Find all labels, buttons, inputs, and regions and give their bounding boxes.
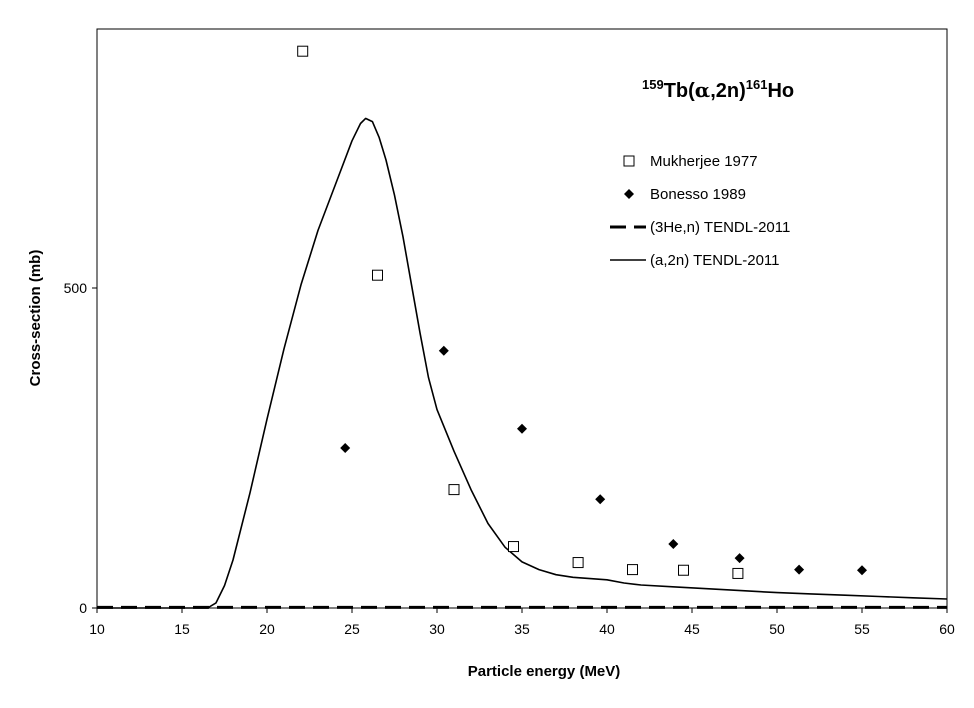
x-tick-label: 55 [854,621,870,637]
legend-item-3he-n-tendl-2011: (3He,n) TENDL-2011 [610,219,790,236]
data-point [668,539,679,549]
data-point [595,494,606,505]
x-axis-title: Particle energy (MeV) [468,663,621,680]
x-tick-label: 30 [429,621,445,637]
data-point [517,423,527,434]
data-point [794,564,805,575]
title-product-symbol: Ho [767,80,794,102]
y-axis: 0 500 [64,280,97,616]
title-mass-number-target: 159 [642,77,664,92]
legend-item-mukherjee-1977: Mukherjee 1977 [623,153,758,170]
lines-layer [97,117,948,609]
legend-item-bonesso-1989: Bonesso 1989 [624,186,746,203]
data-point [438,345,449,356]
chart-title: 159Tb(α,2n)161Ho [642,77,794,102]
plot-area-frame [96,28,948,609]
legend: Mukherjee 1977 Bonesso 1989 (3He,n) TENDL-… [610,153,790,269]
data-point [678,564,689,576]
legend-label: (3He,n) TENDL-2011 [650,219,790,236]
y-tick-label: 0 [79,600,87,616]
x-tick-label: 10 [89,621,105,637]
x-axis: 10 15 20 25 30 35 40 45 50 55 60 [89,608,955,637]
legend-label: (a,2n) TENDL-2011 [650,252,780,269]
y-axis-title: Cross-section (mb) [27,250,44,387]
data-point [732,567,744,579]
title-alpha-symbol: α [695,78,710,102]
series-line-a-2n-tendl-2011 [97,117,948,609]
x-tick-label: 60 [939,621,955,637]
x-tick-label: 20 [259,621,275,637]
series-bonesso-1989 [340,345,867,576]
legend-label: Mukherjee 1977 [650,153,758,170]
legend-item-a-2n-tendl-2011: (a,2n) TENDL-2011 [610,252,780,269]
x-tick-label: 25 [344,621,360,637]
x-tick-label: 45 [684,621,700,637]
x-tick-label: 15 [174,621,190,637]
data-point [627,564,638,576]
data-point [857,565,867,576]
x-tick-label: 40 [599,621,615,637]
series-mukherjee-1977 [297,45,744,579]
legend-label: Bonesso 1989 [650,186,746,203]
data-point [734,553,745,564]
x-tick-label: 50 [769,621,785,637]
markers-layer [297,45,867,579]
title-target-symbol: Tb( [664,80,695,102]
data-point [372,269,383,281]
y-tick-label: 500 [64,280,88,296]
data-point [572,557,584,569]
legend-marker-swatch [623,155,635,167]
data-point [508,541,519,553]
title-mass-number-product: 161 [746,77,768,92]
data-point [297,45,309,57]
data-point [340,443,351,453]
x-tick-label: 35 [514,621,530,637]
data-point [448,484,460,496]
legend-marker-swatch [624,189,634,199]
title-reaction: ,2n) [710,80,746,102]
